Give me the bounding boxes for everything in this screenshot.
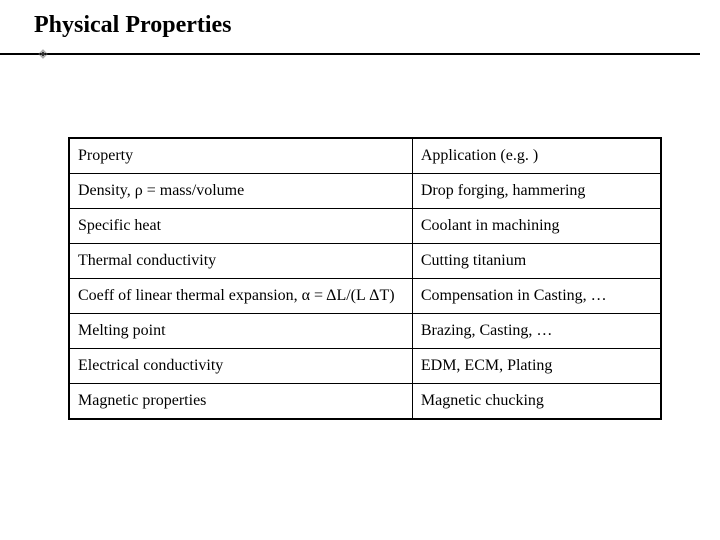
table-row: Thermal conductivity Cutting titanium (69, 244, 661, 279)
slide-header: Physical Properties (0, 0, 720, 47)
table-row: Coeff of linear thermal expansion, α = Δ… (69, 279, 661, 314)
slide-title: Physical Properties (34, 12, 720, 39)
table-cell-property: Density, ρ = mass/volume (69, 174, 412, 209)
table-row: Specific heat Coolant in machining (69, 209, 661, 244)
properties-table: Property Application (e.g. ) Density, ρ … (68, 137, 662, 420)
table-cell-property: Thermal conductivity (69, 244, 412, 279)
table-cell-application: Coolant in machining (412, 209, 661, 244)
content-area: Property Application (e.g. ) Density, ρ … (0, 47, 720, 420)
table-cell-property: Coeff of linear thermal expansion, α = Δ… (69, 279, 412, 314)
table-cell-property: Melting point (69, 314, 412, 349)
table-cell-application: Cutting titanium (412, 244, 661, 279)
table-cell-application: EDM, ECM, Plating (412, 349, 661, 384)
table-cell-application: Magnetic chucking (412, 384, 661, 420)
table-row: Melting point Brazing, Casting, … (69, 314, 661, 349)
bullet-diamond-icon (38, 49, 48, 59)
table-row: Density, ρ = mass/volume Drop forging, h… (69, 174, 661, 209)
table-header-property: Property (69, 138, 412, 174)
table-header-row: Property Application (e.g. ) (69, 138, 661, 174)
table-cell-property: Electrical conductivity (69, 349, 412, 384)
table-cell-property: Specific heat (69, 209, 412, 244)
table-row: Electrical conductivity EDM, ECM, Platin… (69, 349, 661, 384)
table-cell-property: Magnetic properties (69, 384, 412, 420)
table-cell-application: Drop forging, hammering (412, 174, 661, 209)
header-divider-line (0, 53, 700, 55)
table-header-application: Application (e.g. ) (412, 138, 661, 174)
table-row: Magnetic properties Magnetic chucking (69, 384, 661, 420)
table-cell-application: Compensation in Casting, … (412, 279, 661, 314)
table-cell-application: Brazing, Casting, … (412, 314, 661, 349)
